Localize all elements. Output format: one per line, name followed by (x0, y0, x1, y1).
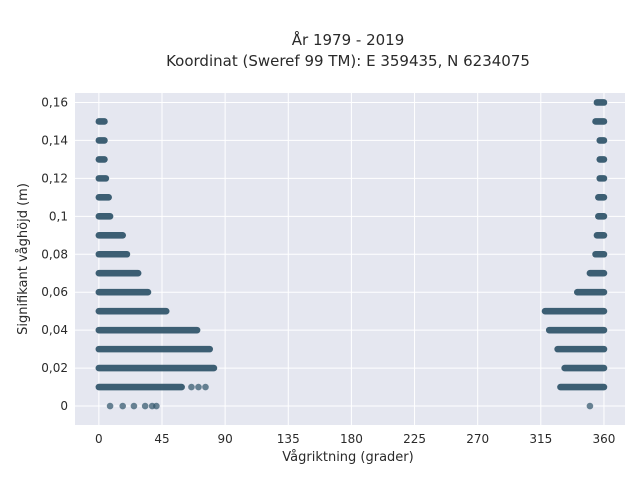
left-point-band (95, 383, 185, 391)
y-tick-label: 0,1 (49, 209, 68, 223)
right-point-band (595, 194, 608, 201)
left-point-band (95, 288, 152, 296)
right-point-band (596, 137, 608, 144)
left-point-band (95, 175, 110, 182)
left-point-band (95, 269, 142, 277)
x-tick-label: 270 (466, 432, 489, 446)
right-point-band (573, 288, 608, 296)
left-point-band (95, 137, 108, 144)
right-point-band (596, 175, 608, 182)
right-point-band (557, 383, 608, 391)
chart-title-line-2: Koordinat (Sweref 99 TM): E 359435, N 62… (166, 52, 530, 70)
y-tick-label: 0,16 (41, 95, 68, 109)
right-point-band (541, 307, 608, 315)
y-tick-label: 0,12 (41, 171, 68, 185)
y-tick-label: 0 (60, 399, 68, 413)
left-point-band (95, 194, 112, 201)
plot-area (75, 93, 625, 425)
x-tick-label: 0 (95, 432, 103, 446)
y-tick-label: 0,14 (41, 133, 68, 147)
x-tick-label: 225 (403, 432, 426, 446)
right-point-band (595, 213, 608, 220)
y-tick-label: 0,02 (41, 361, 68, 375)
left-point-band (95, 307, 170, 315)
right-point-band (561, 364, 608, 372)
right-point-band (596, 156, 608, 163)
y-axis-title: Signifikant våghöjd (m) (16, 183, 31, 335)
x-tick-label: 135 (277, 432, 300, 446)
left-point-band (95, 156, 108, 163)
data-point (188, 383, 195, 391)
y-tick-label: 0,08 (41, 247, 68, 261)
x-tick-label: 360 (593, 432, 616, 446)
left-point-band (95, 231, 127, 239)
right-point-band (545, 326, 608, 334)
x-tick-label: 90 (217, 432, 232, 446)
right-point-band (593, 99, 608, 106)
chart-title-line-1: År 1979 - 2019 (292, 30, 405, 49)
data-points (95, 99, 608, 410)
data-point (106, 402, 114, 410)
right-point-band (592, 118, 608, 125)
left-point-band (95, 213, 114, 220)
y-tick-label: 0,04 (41, 323, 68, 337)
y-tick-labels: 0 0,02 0,04 0,06 0,08 0,1 0,12 0,14 0,16 (41, 95, 68, 413)
x-tick-label: 315 (529, 432, 552, 446)
right-point-band (554, 345, 608, 353)
data-point (153, 402, 160, 410)
y-tick-label: 0,06 (41, 285, 68, 299)
right-point-band (586, 269, 608, 277)
left-point-band (95, 250, 131, 258)
data-point (119, 402, 127, 410)
x-axis-title: Vågriktning (grader) (282, 450, 413, 465)
x-tick-label: 45 (154, 432, 169, 446)
right-point-band (592, 250, 608, 258)
left-point-band (95, 364, 218, 372)
x-tick-labels: 0 45 90 135 180 225 270 315 360 (95, 432, 615, 446)
data-point (141, 402, 149, 410)
right-point-band (593, 231, 608, 239)
data-point (195, 383, 202, 391)
left-point-band (95, 345, 213, 353)
data-point (130, 402, 138, 410)
data-point (586, 402, 594, 410)
data-point (202, 383, 209, 391)
x-tick-label: 180 (340, 432, 363, 446)
left-point-band (95, 326, 201, 334)
left-point-band (95, 118, 108, 125)
